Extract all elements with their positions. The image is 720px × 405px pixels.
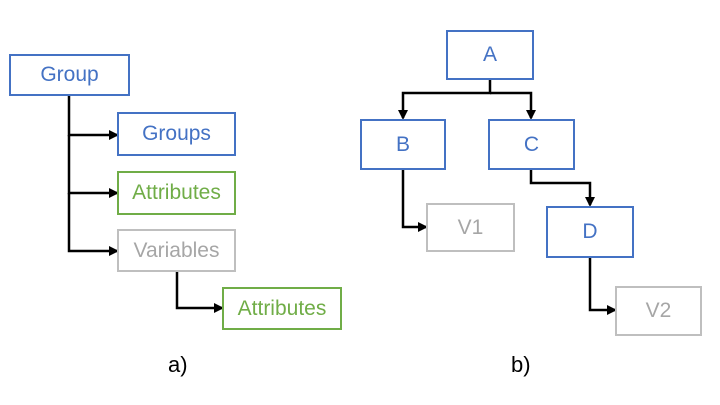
edge-a-c [490,91,536,120]
node-a: A [446,30,534,80]
node-attributes: Attributes [117,171,236,215]
edge-group-groups [67,95,119,140]
node-c: C [488,119,575,170]
caption-b: b) [511,352,531,377]
edge-group-attributes [67,135,119,198]
node-d: D [546,206,634,258]
node-v1: V1 [426,203,515,252]
node-group: Group [9,54,130,96]
node-b: B [360,119,446,170]
edge-c-d [529,169,595,207]
edge-b-v1 [401,169,428,232]
caption-a: a) [168,352,188,377]
node-groups: Groups [117,112,236,156]
edge-group-variables [67,193,119,256]
edge-variables-attributes [175,271,224,313]
node-v2: V2 [615,286,702,336]
node-variable-attributes: Attributes [222,287,342,330]
edge-a-b [398,79,492,120]
node-variables: Variables [117,229,236,272]
edge-d-v2 [588,257,617,315]
